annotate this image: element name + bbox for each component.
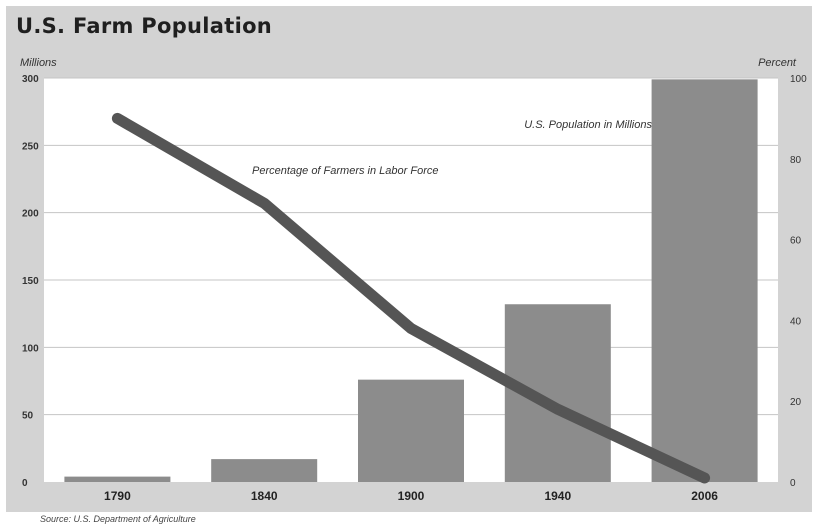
bar [651, 79, 758, 482]
source-note: Source: U.S. Department of Agriculture [40, 514, 196, 524]
y2-tick-label: 100 [790, 74, 807, 85]
y-tick-label: 300 [22, 74, 39, 85]
bar [211, 459, 318, 482]
x-tick-label: 1840 [251, 489, 278, 503]
line-point [553, 405, 562, 414]
y-axis-label-left: Millions [20, 57, 57, 69]
y-tick-label: 150 [22, 276, 39, 287]
y2-tick-label: 40 [790, 316, 802, 327]
line-point [260, 199, 269, 208]
x-tick-label: 1940 [544, 489, 571, 503]
line-series [111, 112, 711, 484]
y-tick-label: 250 [22, 141, 39, 152]
y-tick-label: 50 [22, 411, 34, 422]
chart-title: U.S. Farm Population [16, 14, 273, 38]
y-axis-label-right: Percent [758, 57, 796, 69]
series-label-line: Percentage of Farmers in Labor Force [252, 165, 438, 177]
bar-series [64, 79, 758, 482]
y2-tick-label: 60 [790, 236, 802, 247]
line-point [700, 473, 709, 482]
y2-tick-label: 20 [790, 397, 802, 408]
y-tick-label: 200 [22, 209, 39, 220]
bar [64, 476, 171, 482]
x-tick-label: 2006 [691, 489, 718, 503]
y-tick-label: 100 [22, 343, 39, 354]
x-tick-label: 1900 [398, 489, 425, 503]
bar [358, 379, 464, 482]
axis-ticks: 0 50 100 150 200 250 300 0 20 40 60 80 100 1790 1840 19… [22, 74, 807, 503]
y2-tick-label: 0 [790, 478, 796, 489]
line-point [113, 114, 122, 123]
x-tick-label: 1790 [104, 489, 131, 503]
y2-tick-label: 80 [790, 155, 802, 166]
series-label-bars: U.S. Population in Millions [524, 119, 652, 131]
series-labels: U.S. Population in Millions Percentage of… [252, 119, 652, 177]
line-point [407, 324, 415, 333]
y-tick-label: 0 [22, 478, 28, 489]
